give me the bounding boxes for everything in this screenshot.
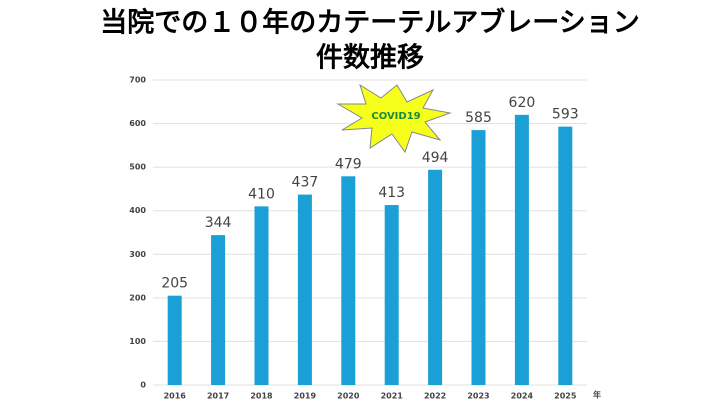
x-tick-label: 2024 [511,392,534,401]
chart-title: 当院での１０年のカテーテルアブレーション [100,7,639,39]
x-tick-label: 2025 [554,392,577,401]
bar [341,176,356,385]
x-tick-label: 2021 [381,392,404,401]
annotation: COVID19 [371,111,420,122]
value-label: 205 [161,276,188,292]
value-label: 437 [292,175,319,191]
value-label: 479 [335,156,362,172]
y-tick-label: 300 [129,250,146,259]
bar [254,206,269,385]
x-tick-label: 2016 [164,392,187,401]
bar [167,295,182,385]
y-tick-label: 0 [140,381,146,390]
starburst [336,83,452,154]
value-label: 593 [552,107,579,123]
bar [514,114,529,385]
value-label: 585 [465,110,492,126]
bar [558,126,573,385]
bar [428,169,443,385]
value-label: 413 [378,185,405,201]
y-tick-label: 400 [129,206,146,215]
y-tick-label: 700 [129,76,146,85]
x-tick-label: 2022 [424,392,446,401]
bar [384,205,399,385]
y-tick-label: 600 [129,119,146,128]
x-tick-label: 2017 [207,392,229,401]
value-label: 494 [422,150,449,166]
bar [297,194,312,385]
value-label: 620 [509,95,536,111]
x-tick-label: 2018 [250,392,273,401]
bar [211,235,226,385]
value-label: 410 [248,186,275,202]
x-tick-label: 2023 [467,392,489,401]
x-axis-label: 年 [593,390,601,400]
x-tick-label: 2019 [294,392,317,401]
value-label: 344 [205,215,232,231]
y-tick-label: 200 [129,293,146,302]
x-tick-label: 2020 [337,392,360,401]
y-tick-label: 100 [129,337,146,346]
y-tick-label: 500 [129,163,146,172]
chart-title: 件数推移 [316,43,424,74]
bar [471,130,486,385]
